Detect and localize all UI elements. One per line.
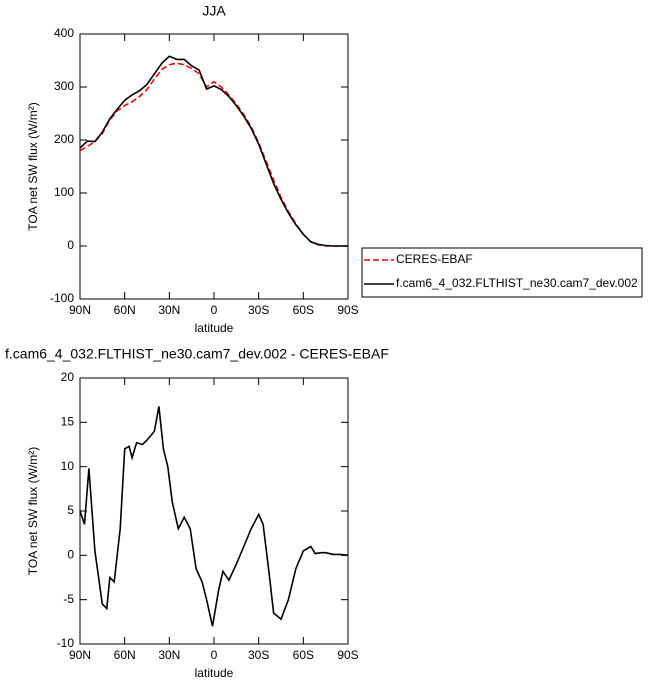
chart-title: f.cam6_4_032.FLTHIST_ne30.cam7_dev.002 -… <box>5 346 389 362</box>
legend-label: CERES-EBAF <box>396 252 473 266</box>
y-axis-label: TOA net SW flux (W/m²) <box>26 447 40 575</box>
y-tick-label: 0 <box>67 238 74 252</box>
y-tick-label: -100 <box>50 291 74 305</box>
y-axis-label: TOA net SW flux (W/m²) <box>26 102 40 230</box>
x-tick-label: 0 <box>211 648 218 662</box>
x-tick-label: 90N <box>69 648 91 662</box>
legend-box <box>361 247 643 298</box>
y-tick-label: 400 <box>54 26 74 40</box>
y-tick-label: 5 <box>67 503 74 517</box>
x-tick-label: 60N <box>114 303 136 317</box>
x-tick-label: 90S <box>337 303 358 317</box>
x-axis-label: latitude <box>195 321 234 335</box>
plot-frame <box>79 33 349 300</box>
series-line <box>79 406 349 627</box>
y-tick-label: 20 <box>61 370 75 384</box>
x-tick-label: 30S <box>248 303 269 317</box>
y-tick-label: 100 <box>54 185 74 199</box>
x-tick-label: 0 <box>211 303 218 317</box>
x-tick-label: 60S <box>293 303 314 317</box>
x-tick-label: 30N <box>158 648 180 662</box>
x-tick-label: 90S <box>337 648 358 662</box>
plot-frame <box>79 377 349 645</box>
x-axis-label: latitude <box>195 666 234 680</box>
legend-label: f.cam6_4_032.FLTHIST_ne30.cam7_dev.002 <box>396 276 638 290</box>
y-tick-label: 10 <box>61 459 75 473</box>
x-tick-label: 90N <box>69 303 91 317</box>
series-line <box>79 55 348 247</box>
series-line <box>79 62 348 247</box>
y-tick-label: 300 <box>54 79 74 93</box>
y-tick-label: 15 <box>61 415 75 429</box>
x-tick-label: 30S <box>248 648 269 662</box>
x-tick-label: 30N <box>158 303 180 317</box>
x-tick-label: 60S <box>293 648 314 662</box>
y-tick-label: 200 <box>54 132 74 146</box>
y-tick-label: -5 <box>63 592 74 606</box>
y-tick-label: 0 <box>67 548 74 562</box>
y-tick-label: -10 <box>57 636 75 650</box>
chart-title: JJA <box>202 3 226 19</box>
x-tick-label: 60N <box>114 648 136 662</box>
